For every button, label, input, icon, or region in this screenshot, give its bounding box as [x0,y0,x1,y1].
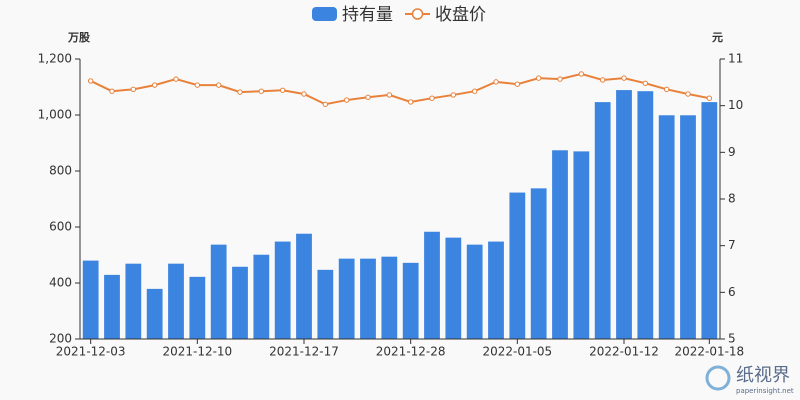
line-point [578,71,585,77]
y-tick-label: 800 [49,164,72,178]
line-point [87,78,94,84]
x-tick-label: 2021-12-03 [56,345,126,359]
y2-tick-label: 6 [728,285,736,299]
bar [488,241,504,339]
watermark-url: paperinsight.net [736,387,794,395]
x-tick-label: 2022-01-12 [589,345,659,359]
x-tick-label: 2021-12-17 [269,345,339,359]
line-point [599,77,606,83]
line-point [535,75,542,81]
x-tick-label: 2022-01-18 [674,345,744,359]
line-point [642,80,649,86]
watermark-icon [705,365,731,391]
bar [509,192,526,339]
line-point [322,101,329,107]
y-axis-label: 万股 [67,31,91,44]
bar [381,256,398,339]
bar [360,258,376,339]
watermark: 纸视界 paperinsight.net [705,365,794,395]
bar [274,241,291,339]
line-point [301,91,307,97]
bar [125,263,142,339]
line-point [109,88,115,94]
bar [573,151,590,339]
line-point [514,81,521,87]
line-point [706,95,713,101]
watermark-title: 纸视界 [736,365,790,386]
bar [594,102,611,340]
line-point [450,92,457,98]
bar [445,237,462,339]
line-point [407,99,414,105]
line-point [258,88,265,94]
line-point [471,88,478,94]
x-tick-label: 2021-12-28 [376,345,446,359]
y2-tick-label: 7 [728,238,736,252]
y2-tick-label: 8 [728,192,736,206]
x-tick-label: 2021-12-10 [162,345,232,359]
bar [680,115,696,339]
bar [466,244,483,339]
bar [189,276,206,339]
line-point [685,91,691,97]
line-point [621,75,627,81]
y2-axis-label: 元 [712,31,723,44]
line-point [557,76,563,82]
line-point [343,97,350,103]
legend-swatch [312,7,337,21]
bar [82,260,99,339]
bar [104,274,120,339]
bar [317,269,334,339]
bar [338,258,355,339]
line-point [194,82,201,88]
y-tick-label: 600 [49,220,72,234]
line-point [215,82,222,88]
bar [232,266,248,339]
y2-tick-label: 10 [728,98,743,112]
line-point [429,95,435,101]
bar [637,91,654,339]
line-point [173,76,179,82]
y-tick-label: 200 [49,332,72,346]
bar [552,150,568,339]
line-point [386,92,393,98]
line-point [279,87,286,93]
y-tick-label: 400 [49,276,72,290]
y2-tick-label: 11 [728,52,743,66]
bar [424,231,440,339]
x-tick-label: 2022-01-05 [482,345,552,359]
bar [616,90,632,339]
y2-tick-label: 9 [728,145,736,159]
legend-label: 持有量 [342,5,393,25]
line-point [130,86,137,93]
bar [253,254,270,339]
line-point [365,94,371,100]
y2-tick-label: 5 [728,332,736,346]
legend-label: 收盘价 [435,5,486,25]
line-point [237,89,243,95]
line [90,72,710,106]
y-tick-label: 1,200 [38,52,72,66]
bar [701,102,718,340]
line-point [493,79,499,85]
bar [296,233,312,339]
bar [146,288,163,339]
bar [168,263,184,339]
bar [402,262,419,339]
line-point [663,86,670,93]
line-point [151,82,158,88]
legend-swatch-point [411,8,424,20]
bar [210,244,227,339]
y-tick-label: 1,000 [38,108,72,122]
bar [530,188,547,339]
bar [658,115,675,339]
